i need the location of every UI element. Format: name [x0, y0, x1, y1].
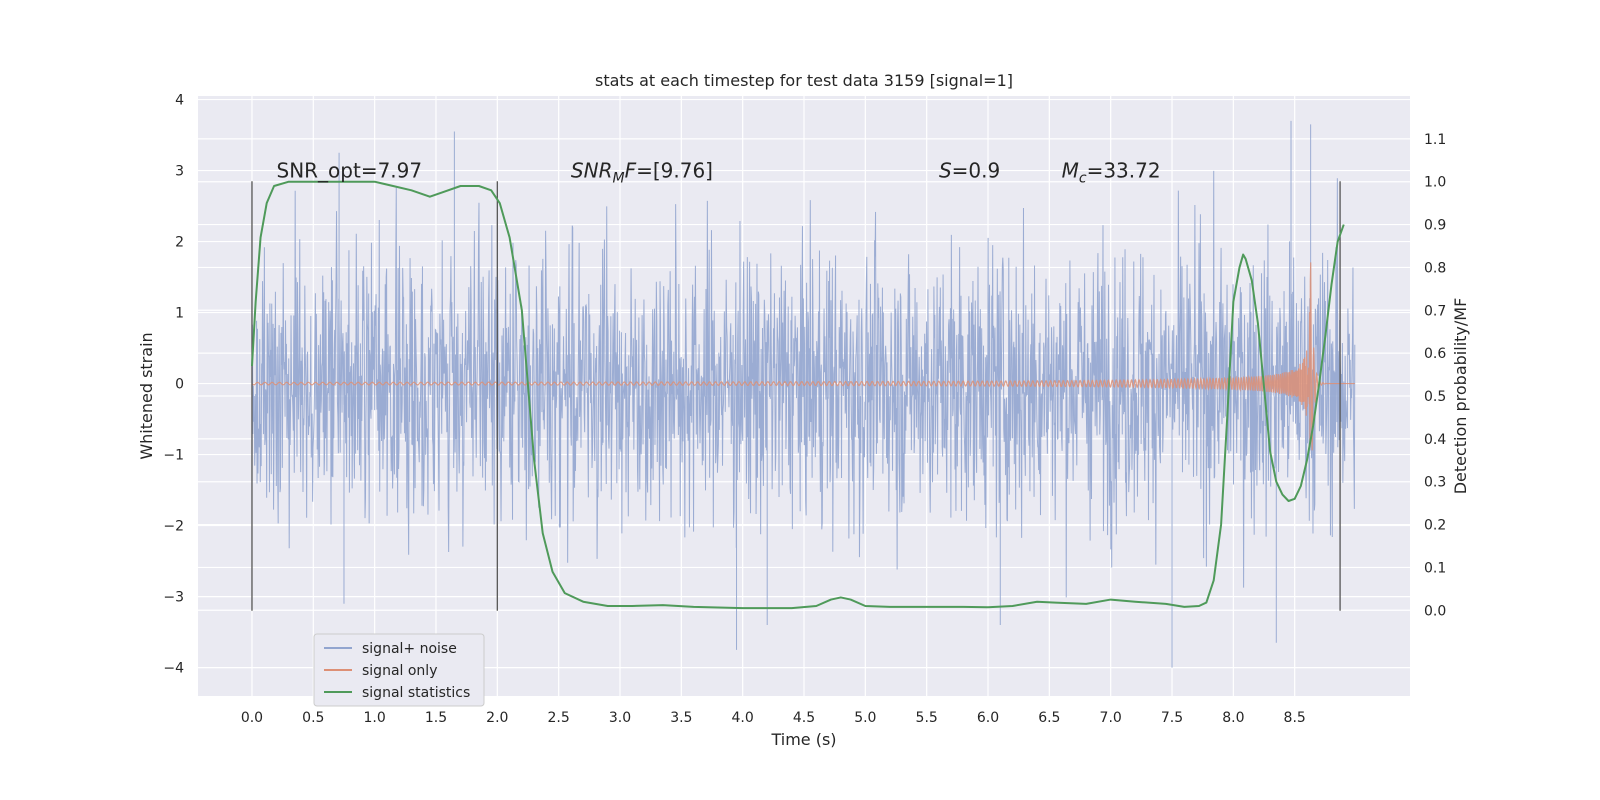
signal-noise-line	[251, 120, 1356, 668]
x-tick-label: 6.0	[977, 710, 999, 726]
signal-only-line	[251, 262, 1355, 451]
y2-tick-label: 0.4	[1424, 432, 1446, 448]
tick-labels: 0.0 0.5 1.0 1.5 2.0 2.5 3.0 3.5 4.0 4.5 5.0 5.5 6.0 6…	[163, 93, 1446, 726]
x-tick-label: 1.0	[364, 710, 386, 726]
y2-tick-label: 1.0	[1424, 175, 1446, 191]
y2-tick-label: 0.6	[1424, 346, 1446, 362]
y-tick-label: −2	[163, 519, 184, 535]
x-tick-label: 5.0	[854, 710, 876, 726]
noise-series	[251, 120, 1356, 668]
y-tick-label: 4	[175, 93, 184, 109]
y2-tick-label: 0.2	[1424, 518, 1446, 534]
legend-label-signal-statistics: signal statistics	[362, 685, 470, 701]
signal-statistics-line	[250, 180, 1345, 610]
y-tick-label: 0	[175, 377, 184, 393]
x-tick-label: 5.5	[916, 710, 938, 726]
x-tick-label: 3.0	[609, 710, 631, 726]
y2-tick-label: 0.9	[1424, 218, 1446, 234]
legend: signal+ noise signal only signal statist…	[313, 633, 485, 707]
y2-axis-title: Detection probability/MF	[1451, 298, 1470, 495]
y-axis-title: Whitened strain	[137, 332, 156, 459]
vertical-markers	[251, 181, 1341, 611]
y2-tick-label: 0.1	[1424, 560, 1446, 576]
x-tick-label: 0.0	[241, 710, 263, 726]
x-tick-label: 8.0	[1222, 710, 1244, 726]
x-tick-label: 1.5	[425, 710, 447, 726]
y2-tick-label: 1.1	[1424, 132, 1446, 148]
y-tick-label: −1	[163, 448, 184, 464]
x-tick-label: 4.5	[793, 710, 815, 726]
y-tick-label: −3	[163, 590, 184, 606]
annotation-mc: Mc=33.72	[1062, 159, 1161, 187]
x-axis-title: Time (s)	[770, 730, 836, 749]
x-tick-label: 7.0	[1100, 710, 1122, 726]
y2-tick-label: 0.5	[1424, 389, 1446, 405]
y2-tick-label: 0.0	[1424, 603, 1446, 619]
annotation-snr-mf: SNRMF=[9.76]	[571, 159, 713, 187]
annotations: SNR_opt=7.97 SNRMF=[9.76] S=0.9 Mc=33.72	[277, 159, 1161, 187]
annotation-snr-opt: SNR_opt=7.97	[277, 159, 423, 183]
x-tick-label: 3.5	[670, 710, 692, 726]
y-tick-label: −4	[163, 661, 184, 677]
x-tick-label: 2.5	[548, 710, 570, 726]
y-tick-label: 2	[175, 235, 184, 251]
y2-tick-label: 0.7	[1424, 303, 1446, 319]
statistics-series	[250, 180, 1345, 610]
chirp-series	[251, 262, 1355, 451]
chart-title: stats at each timestep for test data 315…	[595, 71, 1013, 90]
y2-tick-label: 0.3	[1424, 475, 1446, 491]
x-tick-label: 8.5	[1284, 710, 1306, 726]
x-tick-label: 2.0	[486, 710, 508, 726]
legend-label-signal-only: signal only	[362, 663, 437, 679]
x-tick-label: 7.5	[1161, 710, 1183, 726]
legend-box	[313, 633, 485, 707]
y-tick-label: 1	[175, 306, 184, 322]
y2-tick-label: 0.8	[1424, 260, 1446, 276]
x-tick-label: 4.0	[732, 710, 754, 726]
y-tick-label: 3	[175, 164, 184, 180]
x-tick-label: 6.5	[1038, 710, 1060, 726]
annotation-s: S=0.9	[939, 159, 1000, 183]
legend-label-signal-noise: signal+ noise	[362, 641, 457, 657]
x-tick-label: 0.5	[302, 710, 324, 726]
